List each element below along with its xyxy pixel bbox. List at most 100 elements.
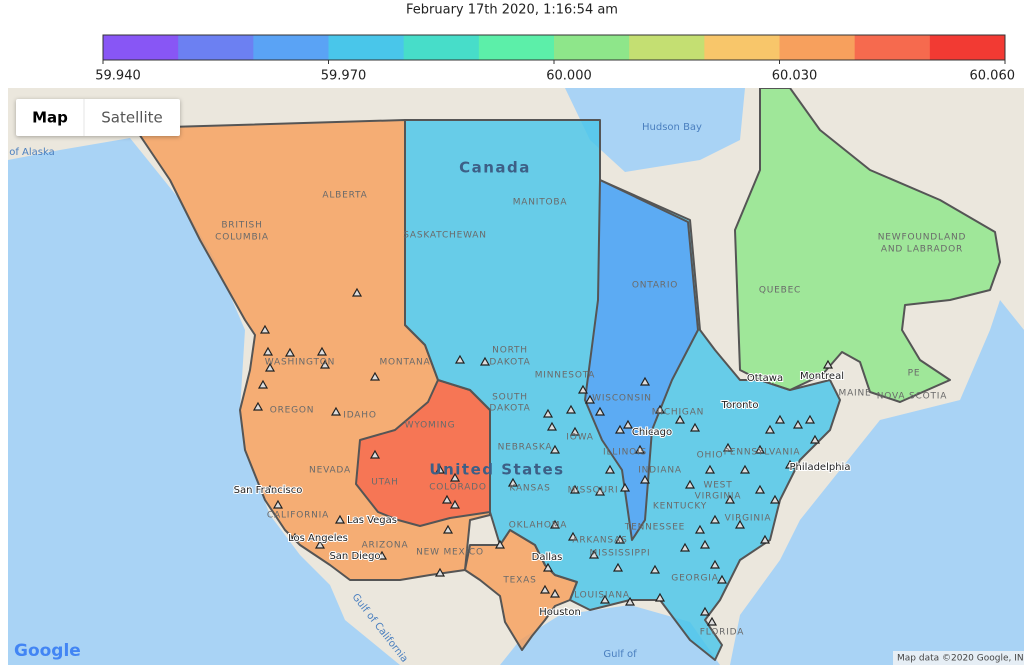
state-label: NOVA SCOTIA: [877, 392, 947, 402]
google-logo: Google: [14, 641, 81, 661]
state-label: ONTARIO: [632, 281, 678, 291]
station-marker: [567, 531, 579, 541]
atlantic-ocean: [730, 300, 1024, 665]
station-marker: [679, 542, 691, 552]
station-marker: [774, 414, 786, 424]
station-marker: [624, 596, 636, 606]
country-label: United States: [429, 461, 564, 479]
city-label: Toronto: [721, 400, 759, 411]
gulf-of-mexico: [500, 605, 720, 665]
satellite-button[interactable]: Satellite: [101, 109, 162, 127]
state-label: MISSISSIPPI: [590, 549, 651, 559]
station-marker: [649, 564, 661, 574]
station-marker: [449, 472, 461, 482]
colorbar-segment: [478, 35, 555, 60]
colorbar-segment: [253, 35, 329, 60]
state-label: MICHIGAN: [652, 408, 704, 418]
state-label: INDIANA: [638, 466, 682, 476]
state-label: IDAHO: [343, 411, 376, 421]
state-label: ALBERTA: [322, 191, 367, 201]
station-marker: [706, 616, 718, 626]
state-label: WEST: [704, 481, 733, 491]
station-marker: [809, 434, 821, 444]
colorbar-tick-label: 59.940: [95, 69, 141, 84]
station-marker: [784, 459, 796, 469]
station-marker: [684, 479, 696, 489]
station-marker: [716, 574, 728, 584]
station-marker: [619, 482, 631, 492]
station-marker: [622, 419, 634, 429]
station-marker: [754, 444, 766, 454]
state-label: QUEBEC: [759, 286, 801, 296]
station-marker: [252, 401, 264, 411]
colorbar: 59.940 59.970 60.000 60.030 60.060: [95, 34, 1015, 84]
station-marker: [759, 534, 771, 544]
station-marker: [314, 539, 326, 549]
city-label: Montreal: [800, 371, 844, 382]
city-label: San Francisco: [234, 485, 303, 496]
station-marker: [257, 379, 269, 389]
station-marker: [539, 584, 551, 594]
station-marker: [584, 394, 596, 404]
station-marker: [709, 514, 721, 524]
state-label: VIRGINIA: [695, 492, 742, 502]
station-marker: [376, 550, 388, 560]
attribution[interactable]: Map data ©2020 Google, INEG: [897, 654, 1024, 664]
station-marker: [614, 424, 626, 434]
colorbar-segment: [554, 35, 630, 60]
state-label: MONTANA: [379, 358, 430, 368]
state-label: VIRGINIA: [725, 514, 772, 524]
state-label: WISCONSIN: [592, 394, 652, 404]
map-type-control: Map Satellite: [16, 99, 180, 136]
colorbar-segment: [403, 35, 480, 60]
station-marker: [542, 408, 554, 418]
colorbar-segment: [704, 35, 780, 60]
station-marker: [507, 477, 519, 487]
colorbar-segment: [854, 35, 931, 60]
station-marker: [479, 356, 491, 366]
station-marker: [739, 464, 751, 474]
state-label: PE: [908, 369, 921, 379]
station-marker: [804, 414, 816, 424]
station-marker: [599, 594, 611, 604]
station-marker: [351, 287, 363, 297]
water-label: Gulf of: [603, 649, 637, 660]
station-marker: [569, 426, 581, 436]
state-label: FLORIDA: [700, 628, 744, 638]
city-label: Los Angeles: [288, 533, 348, 544]
station-marker: [822, 359, 834, 369]
state-label: TENNESSEE: [624, 523, 685, 533]
station-marker: [319, 359, 331, 369]
state-label: TEXAS: [502, 576, 536, 586]
state-label: ILLINOIS: [603, 448, 647, 458]
station-marker: [494, 539, 506, 549]
hudson-bay: [565, 88, 745, 172]
state-label: MANITOBA: [513, 198, 568, 208]
city-label: Las Vegas: [347, 515, 397, 526]
station-marker: [264, 484, 276, 494]
station-marker: [289, 532, 301, 542]
colorbar-tick-label: 60.030: [772, 69, 818, 84]
city-label: Dallas: [532, 552, 563, 563]
station-marker: [542, 562, 554, 572]
map-button[interactable]: Map: [32, 109, 68, 127]
state-label: PENNSYLVANIA: [724, 448, 801, 458]
state-label: COLUMBIA: [215, 233, 269, 243]
station-marker: [549, 444, 561, 454]
water-label: of Alaska: [9, 147, 55, 158]
station-marker: [434, 567, 446, 577]
station-marker: [704, 464, 716, 474]
state-label: DAKOTA: [489, 358, 530, 368]
state-label: WASHINGTON: [265, 358, 335, 368]
station-marker: [709, 559, 721, 569]
pacific-ocean: [8, 138, 400, 665]
colorbar-segment: [103, 35, 179, 60]
map[interactable]: Hudson Bay of Alaska Canada United State…: [8, 88, 1024, 665]
city-label: San Diego: [329, 551, 380, 562]
colorbar-tick-label: 60.000: [546, 69, 592, 84]
station-marker: [654, 592, 666, 602]
city-label: Philadelphia: [790, 462, 851, 473]
station-marker: [764, 424, 776, 434]
state-label: SASKATCHEWAN: [403, 231, 487, 241]
